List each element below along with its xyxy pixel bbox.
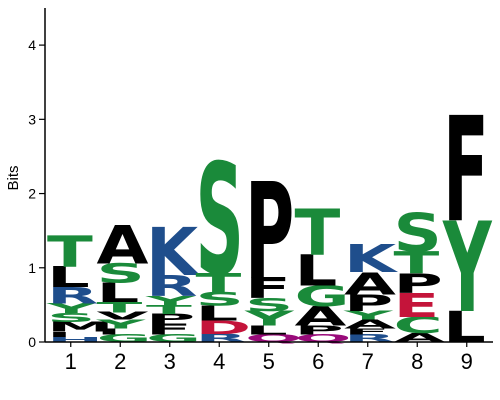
position-label: 8 bbox=[411, 349, 423, 374]
logo-letter-y: Y bbox=[343, 309, 394, 323]
logo-letter-a: A bbox=[344, 318, 397, 332]
logo-letter-y: Y bbox=[46, 301, 97, 316]
y-axis-title: Bits bbox=[5, 165, 22, 190]
logo-letter-t: T bbox=[146, 303, 192, 317]
position-label: 6 bbox=[312, 349, 324, 374]
logo-letter-t: T bbox=[196, 268, 242, 299]
logo-letter-k: K bbox=[146, 214, 200, 291]
logo-letter-l: L bbox=[47, 261, 90, 294]
logo-letter-s: S bbox=[245, 295, 293, 315]
position-label: 9 bbox=[461, 349, 473, 374]
logo-letter-y: Y bbox=[95, 318, 146, 332]
x-ticks: 1 2 3 4 5 6 7 8 9 bbox=[65, 342, 473, 374]
logo-letter-t: T bbox=[47, 228, 94, 277]
logo-letter-t: T bbox=[394, 246, 440, 281]
logo-letter-f: F bbox=[245, 272, 291, 305]
logo-letter-t: T bbox=[97, 299, 143, 315]
logo-letter-g: G bbox=[97, 333, 152, 345]
logo-letter-q: Q bbox=[245, 333, 302, 345]
logo-letter-i: I bbox=[97, 327, 122, 336]
logo-letter-p: P bbox=[394, 269, 443, 300]
letter-stacks: HIMSYRLTGIYVTLSAGFPTYRKRDLSTSQLYSFPQPAGL… bbox=[46, 86, 493, 353]
logo-letter-d: D bbox=[196, 317, 252, 339]
logo-letter-s: S bbox=[97, 259, 145, 290]
logo-letter-g: G bbox=[295, 280, 350, 313]
logo-letter-r: R bbox=[47, 283, 99, 309]
logo-letter-f: F bbox=[344, 327, 390, 336]
y-tick-label: 2 bbox=[28, 186, 36, 202]
logo-letter-l: L bbox=[97, 278, 140, 309]
logo-letter-l: L bbox=[245, 323, 288, 337]
logo-letter-y: Y bbox=[244, 307, 295, 331]
logo-letter-l: L bbox=[443, 303, 486, 352]
logo-letter-v: V bbox=[97, 310, 149, 322]
logo-letter-a: A bbox=[295, 302, 348, 333]
y-tick-label: 4 bbox=[28, 37, 36, 53]
logo-letter-p: P bbox=[295, 323, 344, 337]
logo-letter-t: T bbox=[295, 197, 341, 270]
position-label: 2 bbox=[114, 349, 126, 374]
y-tick-label: 1 bbox=[28, 260, 36, 276]
position-label: 1 bbox=[65, 349, 77, 374]
logo-letter-p: P bbox=[245, 155, 294, 309]
logo-letter-p: P bbox=[146, 311, 195, 326]
logo-letter-l: L bbox=[196, 302, 239, 326]
logo-letter-s: S bbox=[196, 289, 244, 311]
logo-letter-f: F bbox=[443, 86, 489, 255]
y-tick-label: 3 bbox=[28, 111, 36, 127]
logo-letter-c: C bbox=[394, 313, 443, 339]
position-label: 3 bbox=[164, 349, 176, 374]
y-tick-label: 0 bbox=[28, 334, 36, 350]
logo-letter-a: A bbox=[97, 215, 149, 276]
logo-letter-y: Y bbox=[145, 294, 196, 308]
logo-letter-g: G bbox=[146, 333, 201, 345]
logo-letter-r: R bbox=[146, 270, 198, 303]
logo-letter-m: M bbox=[47, 320, 114, 335]
logo-letter-i: I bbox=[47, 330, 72, 338]
logo-letter-s: S bbox=[47, 311, 95, 325]
logo-letter-l: L bbox=[295, 247, 338, 296]
logo-letter-p: P bbox=[344, 290, 393, 316]
logo-letter-k: K bbox=[344, 236, 399, 281]
logo-letter-q: Q bbox=[295, 333, 352, 345]
y-ticks: 0 1 2 3 4 bbox=[28, 37, 45, 350]
logo-letter-f: F bbox=[146, 321, 192, 339]
logo-letter-s: S bbox=[196, 132, 244, 309]
logo-letter-a: A bbox=[344, 267, 397, 302]
position-label: 7 bbox=[362, 349, 374, 374]
logo-letter-s: S bbox=[394, 203, 442, 264]
position-label: 4 bbox=[213, 349, 225, 374]
position-label: 5 bbox=[263, 349, 275, 374]
logo-letter-e: E bbox=[394, 287, 440, 325]
logo-letter-h: H bbox=[47, 336, 103, 344]
logo-letter-r: R bbox=[344, 333, 396, 345]
logo-letter-y: Y bbox=[442, 195, 492, 341]
